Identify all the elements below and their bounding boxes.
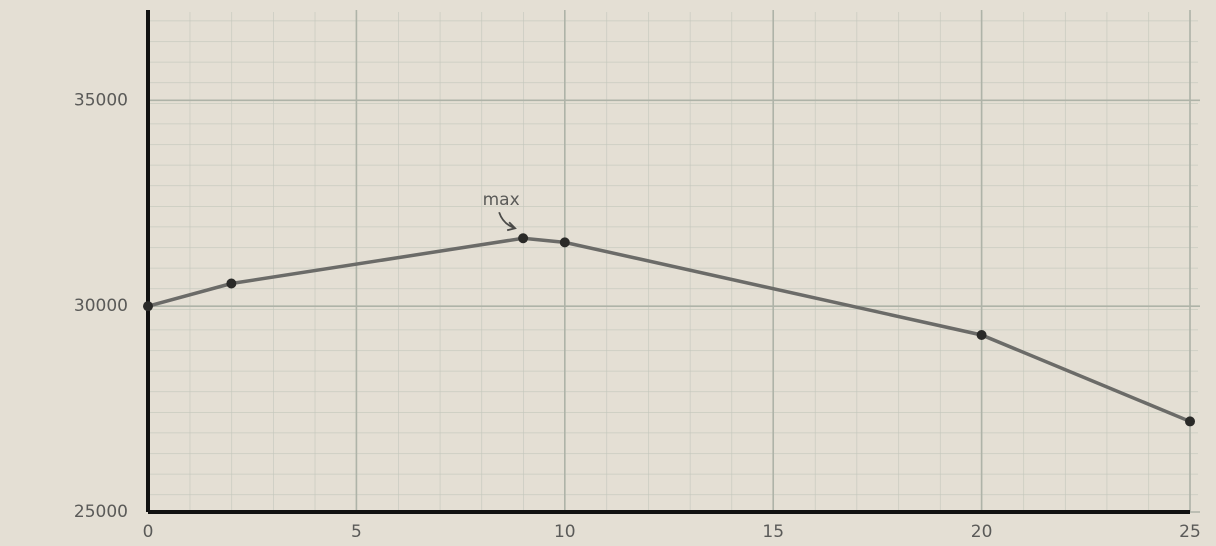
x-tick-label: 0 <box>143 522 154 542</box>
x-tick-label: 15 <box>762 522 784 542</box>
point <box>143 301 153 312</box>
x-tick-label: 10 <box>554 522 576 542</box>
point <box>518 233 529 244</box>
annotation: max <box>483 190 520 210</box>
point <box>226 278 237 289</box>
graph-paper <box>148 12 1198 512</box>
y-tick-label: 25000 <box>74 502 128 522</box>
line <box>147 236 1191 424</box>
point <box>976 329 987 340</box>
y-tick-label: 30000 <box>74 296 128 316</box>
point <box>559 237 570 248</box>
annotation-arrow <box>498 211 517 232</box>
x-tick-label: 5 <box>351 522 362 542</box>
point <box>1185 416 1195 427</box>
y-tick-label: 35000 <box>74 90 128 110</box>
x-tick-label: 25 <box>1179 522 1201 542</box>
x-tick-label: 20 <box>971 522 993 542</box>
